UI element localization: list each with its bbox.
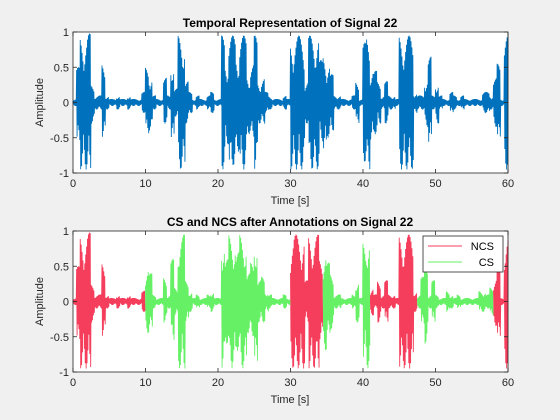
bottom-chart: CS and NCS after Annotations on Signal 2… bbox=[34, 215, 514, 406]
bottom-series-cs-segment-2 bbox=[416, 258, 494, 344]
top-x-tick-label: 10 bbox=[139, 178, 151, 190]
top-x-tick-label: 40 bbox=[357, 178, 369, 190]
top-y-axis-label: Amplitude bbox=[34, 78, 46, 127]
top-y-ticks: -1 -0.5 0 0.5 1 bbox=[50, 27, 508, 180]
bottom-series-ncs-segment-2 bbox=[369, 234, 418, 369]
bottom-x-tick-label: 40 bbox=[357, 377, 369, 389]
top-x-tick-label: 60 bbox=[502, 178, 514, 190]
top-x-ticks: 0 10 20 30 40 50 60 bbox=[70, 32, 514, 190]
bottom-x-ticks: 0 10 20 30 40 50 60 bbox=[70, 231, 514, 389]
top-x-tick-label: 0 bbox=[70, 178, 76, 190]
bottom-y-tick-label: 1 bbox=[63, 226, 69, 238]
bottom-x-tick-label: 10 bbox=[139, 377, 151, 389]
top-x-tick-label: 20 bbox=[212, 178, 224, 190]
top-chart: Temporal Representation of Signal 22 0 10… bbox=[34, 16, 514, 207]
bottom-chart-title: CS and NCS after Annotations on Signal 2… bbox=[167, 215, 414, 229]
bottom-x-tick-label: 60 bbox=[502, 377, 514, 389]
bottom-series-cs-segment-0 bbox=[145, 234, 291, 369]
legend: NCS CS bbox=[422, 235, 504, 273]
bottom-series-ncs-segment-1 bbox=[290, 234, 324, 369]
top-y-tick-label: -1 bbox=[59, 168, 69, 180]
bottom-series-cs-segment-1 bbox=[322, 243, 371, 369]
top-series-layer bbox=[72, 33, 509, 170]
bottom-series-ncs-segment-0 bbox=[72, 232, 146, 369]
top-x-axis-label: Time [s] bbox=[271, 195, 310, 207]
bottom-y-axis-label: Amplitude bbox=[34, 277, 46, 326]
legend-cs-label: CS bbox=[479, 257, 494, 269]
bottom-y-tick-label: 0.5 bbox=[54, 261, 69, 273]
bottom-x-tick-label: 50 bbox=[429, 377, 441, 389]
bottom-y-tick-label: -0.5 bbox=[50, 332, 69, 344]
top-x-tick-label: 30 bbox=[284, 178, 296, 190]
top-y-tick-label: 0.5 bbox=[54, 62, 69, 74]
top-y-tick-label: -0.5 bbox=[50, 133, 69, 145]
top-chart-title: Temporal Representation of Signal 22 bbox=[183, 16, 398, 30]
bottom-y-tick-label: 0 bbox=[63, 297, 69, 309]
bottom-series-layer bbox=[72, 232, 509, 369]
bottom-x-tick-label: 20 bbox=[212, 377, 224, 389]
bottom-x-tick-label: 0 bbox=[70, 377, 76, 389]
bottom-series-ncs-segment-3 bbox=[493, 240, 509, 369]
top-x-tick-label: 50 bbox=[429, 178, 441, 190]
top-y-tick-label: 1 bbox=[63, 27, 69, 39]
bottom-x-axis-label: Time [s] bbox=[271, 394, 310, 406]
bottom-x-tick-label: 30 bbox=[284, 377, 296, 389]
legend-box bbox=[422, 235, 504, 273]
top-series-signal-segment-0 bbox=[72, 33, 509, 170]
top-y-tick-label: 0 bbox=[63, 98, 69, 110]
bottom-y-ticks: -1 -0.5 0 0.5 1 bbox=[50, 226, 508, 379]
legend-ncs-label: NCS bbox=[471, 241, 494, 253]
bottom-y-tick-label: -1 bbox=[59, 367, 69, 379]
